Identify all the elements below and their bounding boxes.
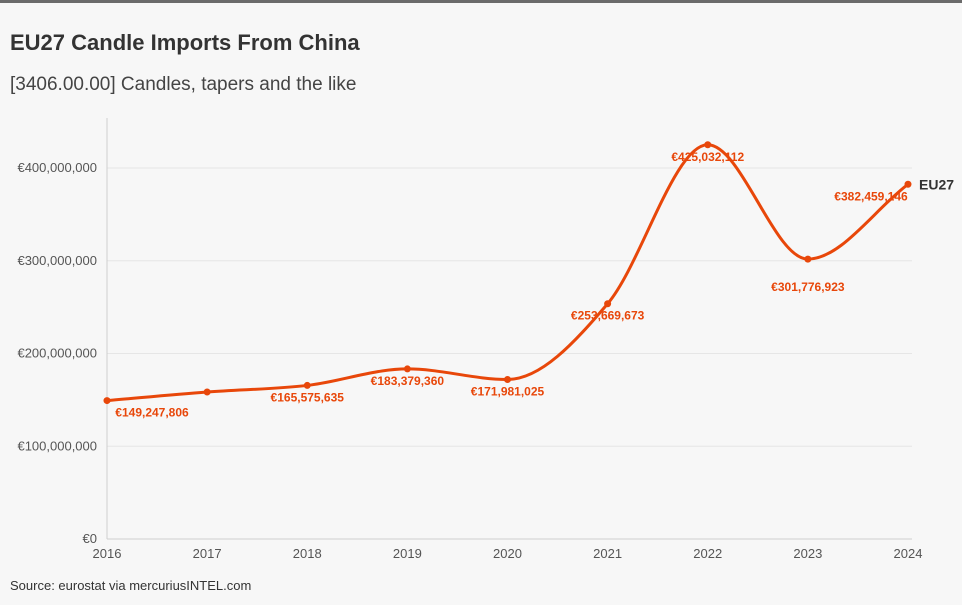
x-tick-label: 2023 [793,546,822,561]
source-note: Source: eurostat via mercuriusINTEL.com [10,578,252,593]
y-tick-label: €300,000,000 [17,253,97,268]
data-point [203,388,211,396]
data-label: €301,776,923 [771,280,845,294]
y-tick-label: €100,000,000 [17,438,97,453]
data-label: €425,032,112 [671,150,744,164]
x-tick-label: 2022 [693,546,722,561]
data-label: €149,247,806 [115,406,189,420]
data-label: €165,575,635 [271,390,345,404]
data-point [103,397,111,405]
y-tick-label: €400,000,000 [17,160,97,175]
top-border [0,0,962,3]
data-label: €253,669,673 [571,309,645,323]
data-labels: €149,247,806 €165,575,635 €183,379,360 €171… [115,150,908,420]
x-tick-label: 2024 [894,546,923,561]
x-tick-label: 2016 [93,546,122,561]
data-point [504,375,511,383]
data-point [904,180,912,188]
grid-lines [107,167,912,447]
y-tick-labels: €0 €100,000,000 €200,000,000 €300,000,000 €4… [17,160,97,546]
y-tick-label: €0 [83,531,97,546]
data-label: €382,459,146 [834,189,908,203]
x-tick-label: 2019 [393,546,422,561]
series-line-eu27 [105,143,910,403]
data-label: €183,379,360 [371,374,445,388]
data-point [704,141,712,149]
data-point [804,255,812,263]
data-point [403,365,411,373]
chart-subtitle: [3406.00.00] Candles, tapers and the lik… [10,74,357,95]
x-tick-labels: 2016 2017 2018 2019 2020 2021 2022 2023 2024 [93,546,923,561]
x-tick-label: 2021 [593,546,622,561]
data-label: €171,981,025 [471,384,545,398]
x-tick-label: 2017 [193,546,222,561]
y-tick-label: €200,000,000 [17,346,97,361]
series-label-eu27: EU27 [919,176,954,192]
data-point [604,300,612,308]
x-tick-label: 2020 [493,546,522,561]
x-tick-label: 2018 [293,546,322,561]
data-point [303,381,311,389]
axes [106,118,912,540]
chart-title: EU27 Candle Imports From China [10,30,360,55]
data-points [103,141,912,405]
